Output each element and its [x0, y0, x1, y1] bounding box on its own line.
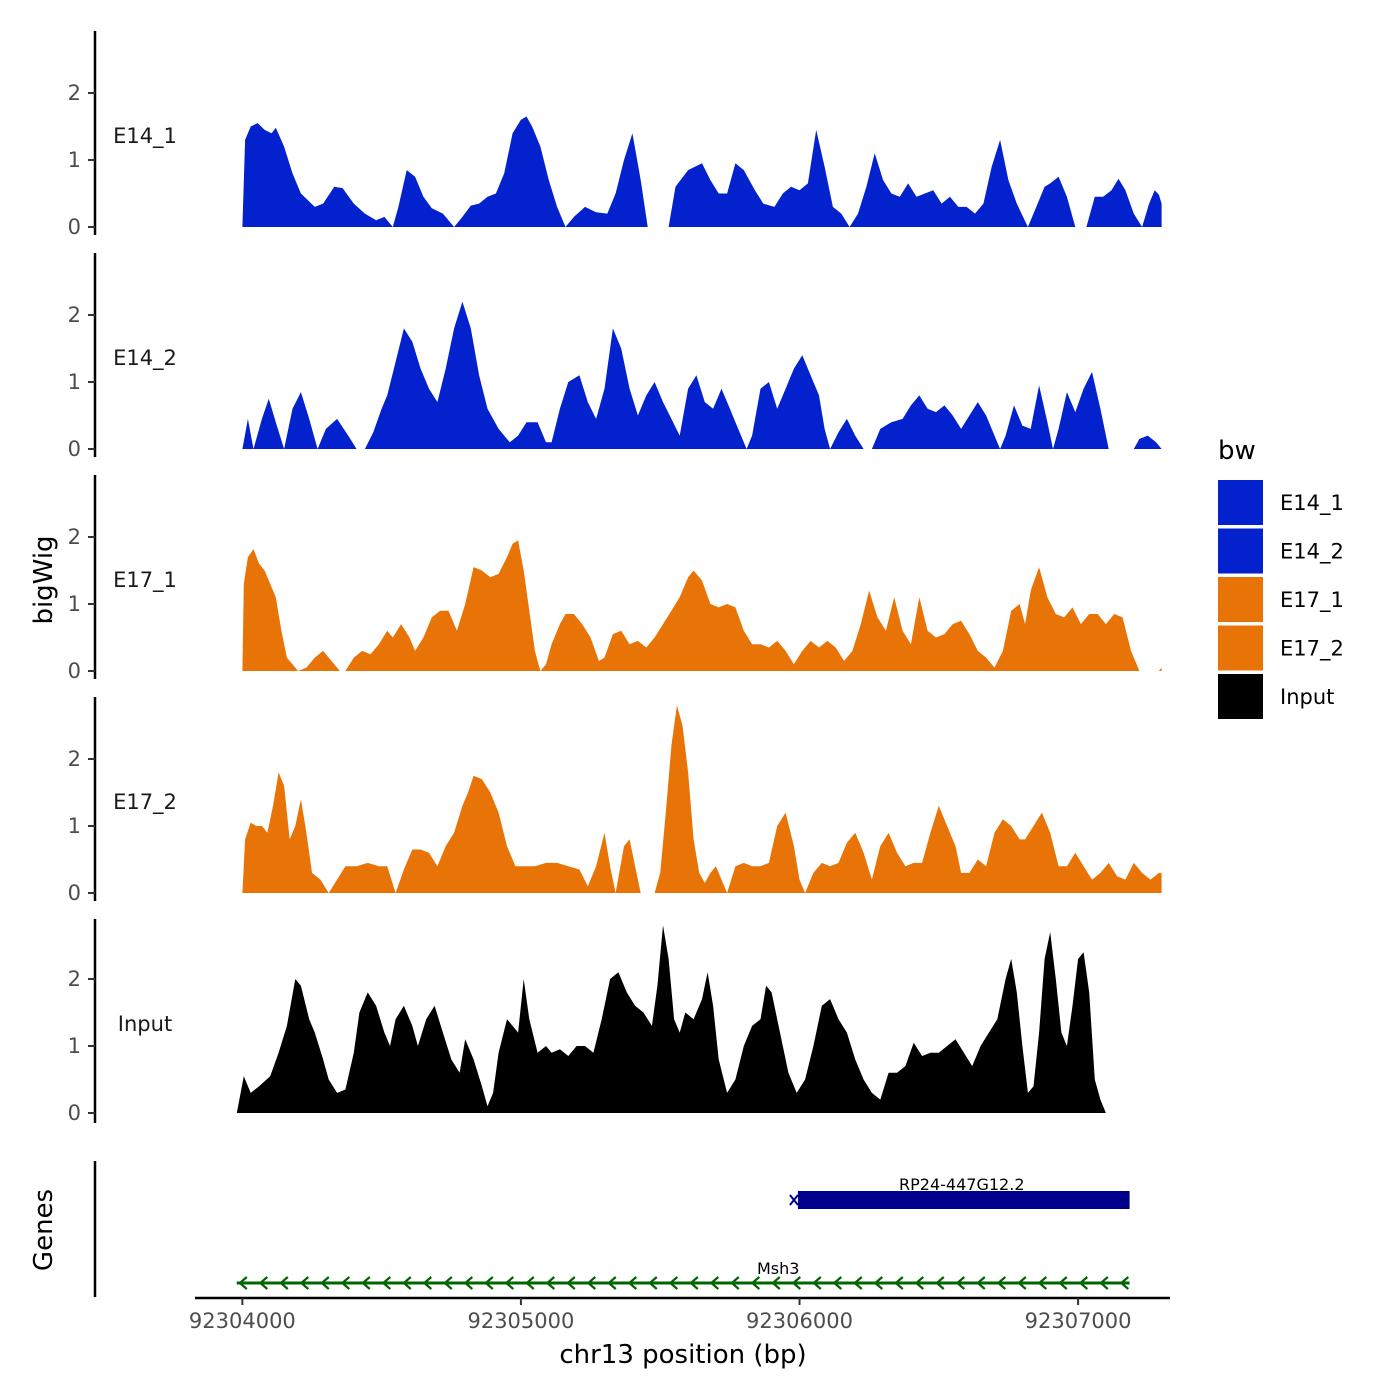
track-e17-2: 0 1 2 E17_2: [68, 697, 1162, 905]
y-tick-label: 2: [68, 525, 81, 549]
track-label: E14_1: [113, 124, 177, 149]
legend-label: E14_2: [1280, 540, 1344, 565]
y-tick-label: 2: [68, 747, 81, 771]
y-axis-title: bigWig: [29, 535, 59, 624]
y-tick-label: 0: [68, 215, 81, 239]
legend: bw E14_1 E14_2 E17_1 E17_2 Input: [1218, 436, 1344, 719]
gene-start-marker: [790, 1195, 798, 1205]
signal-area-input: [237, 925, 1162, 1113]
y-tick-label: 1: [68, 148, 81, 172]
genes-axis-title: Genes: [29, 1189, 59, 1271]
legend-label: E17_2: [1280, 637, 1344, 662]
y-tick-label: 0: [68, 881, 81, 905]
gene-label: RP24-447G12.2: [899, 1175, 1024, 1194]
legend-swatch: [1218, 480, 1263, 525]
signal-area-e14-1: [242, 117, 1161, 228]
signal-area-e14-2: [242, 302, 1161, 449]
legend-swatch: [1218, 529, 1263, 574]
gene-label: Msh3: [757, 1259, 799, 1278]
genes-panel: RP24-447G12.2 Msh3: [95, 1161, 1130, 1297]
legend-swatch: [1218, 626, 1263, 671]
bigwig-tracks: 0 1 2 E14_1 0 1 2 E14_2 0 1 2 E17_1 0 1 2 E17_2 0 1 2 Input: [68, 31, 1162, 1125]
legend-item-e14-2: E14_2: [1218, 529, 1344, 574]
y-tick-label: 1: [68, 370, 81, 394]
y-tick-label: 1: [68, 1034, 81, 1058]
gene-msh3: Msh3: [237, 1259, 1130, 1289]
x-axis-title: chr13 position (bp): [559, 1340, 806, 1370]
y-tick-label: 2: [68, 81, 81, 105]
legend-items: E14_1 E14_2 E17_1 E17_2 Input: [1218, 480, 1344, 719]
x-tick-label: 92306000: [746, 1309, 853, 1333]
legend-swatch: [1218, 577, 1263, 622]
legend-swatch: [1218, 674, 1263, 719]
legend-item-e17-1: E17_1: [1218, 577, 1344, 622]
track-label: E17_1: [113, 568, 177, 593]
track-label: Input: [118, 1012, 172, 1036]
gene-rp24-447g12.2: RP24-447G12.2: [790, 1175, 1130, 1209]
legend-label: Input: [1280, 685, 1334, 709]
y-tick-label: 2: [68, 967, 81, 991]
y-tick-label: 1: [68, 814, 81, 838]
x-tick-label: 92305000: [467, 1309, 574, 1333]
genome-track-chart: 0 1 2 E14_1 0 1 2 E14_2 0 1 2 E17_1 0 1 2 E17_2 0 1 2 Input…: [0, 0, 1400, 1400]
y-tick-label: 2: [68, 303, 81, 327]
legend-item-e17-2: E17_2: [1218, 626, 1344, 671]
track-input: 0 1 2 Input: [68, 919, 1162, 1125]
y-tick-label: 0: [68, 659, 81, 683]
signal-area-e17-1: [242, 540, 1161, 671]
x-tick-label: 92304000: [189, 1309, 296, 1333]
x-tick-label: 92307000: [1025, 1309, 1132, 1333]
signal-area-e17-2: [242, 705, 1161, 893]
y-tick-label: 1: [68, 592, 81, 616]
legend-title: bw: [1218, 436, 1256, 466]
track-label: E14_2: [113, 346, 177, 371]
track-e17-1: 0 1 2 E17_1: [68, 475, 1162, 683]
legend-item-input: Input: [1218, 674, 1334, 719]
track-e14-1: 0 1 2 E14_1: [68, 31, 1162, 239]
track-e14-2: 0 1 2 E14_2: [68, 253, 1162, 461]
y-tick-label: 0: [68, 437, 81, 461]
y-tick-label: 0: [68, 1101, 81, 1125]
legend-item-e14-1: E14_1: [1218, 480, 1344, 525]
x-axis: 92304000 92305000 92306000 92307000: [189, 1298, 1170, 1333]
track-label: E17_2: [113, 790, 177, 815]
legend-label: E17_1: [1280, 588, 1344, 613]
legend-label: E14_1: [1280, 491, 1344, 516]
